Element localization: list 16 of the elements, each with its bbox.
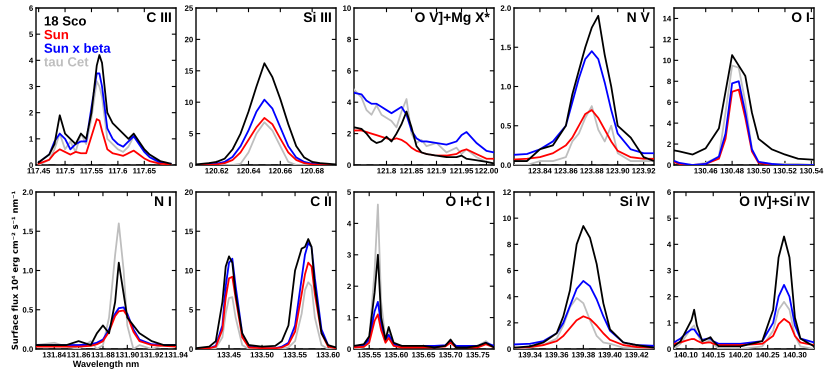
chart-title: N V (628, 12, 650, 22)
y-axis-title: Surface flux 10⁴ erg cm⁻² s⁻¹ nm⁻¹ (12, 191, 20, 350)
chart-title: O IV]+Si IV (740, 196, 810, 209)
series-label: tau Cet (44, 57, 88, 66)
chart-title: O V]+Mg X* (415, 12, 490, 25)
chart-title: C III (146, 12, 171, 22)
legend-label: 18 Sco (44, 16, 86, 26)
chart-title: N I (154, 196, 171, 206)
chart-title: Si III (304, 12, 331, 22)
chart-title: C II (310, 196, 331, 206)
chart-title: O I (792, 12, 809, 22)
series-label: Sun x beta (44, 43, 111, 53)
x-axis-title: Wavelength nm (72, 360, 139, 369)
chart-title: Si IV (620, 196, 650, 206)
chart-title: O I+C I (446, 196, 489, 206)
text: Sun (44, 30, 68, 40)
